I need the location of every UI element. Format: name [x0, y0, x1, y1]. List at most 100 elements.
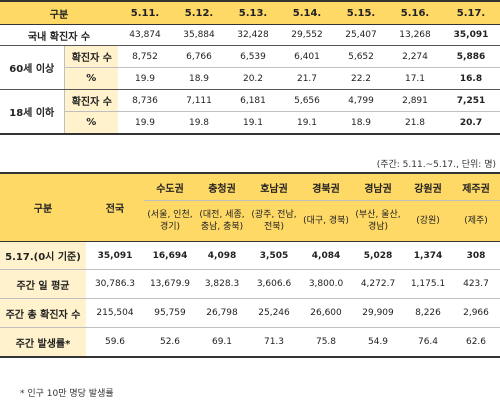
- cell: 3,606.6: [248, 269, 300, 299]
- regional-cases-table: 구분 전국 수도권 충청권 호남권 경북권 경남권 강원권 제주권 (서울, 인…: [0, 172, 500, 358]
- cell: 54.9: [352, 327, 404, 358]
- table2-header-label: 구분: [0, 172, 86, 242]
- row-label: 확진자 수: [64, 45, 118, 68]
- row-label: 국내 확진자 수: [0, 24, 118, 46]
- cell: 13,679.9: [144, 269, 196, 299]
- cell: 7,111: [172, 89, 226, 112]
- region-subareas: (대구, 경북): [300, 200, 352, 242]
- cell: 59.6: [86, 327, 144, 358]
- region-subareas: (제주): [452, 200, 500, 242]
- region-subareas: (서울, 인천, 경기): [144, 200, 196, 242]
- table1-header-date: 5.11.: [118, 0, 172, 25]
- group-label: 18세 이하: [0, 89, 65, 135]
- row-label: 주간 총 확진자 수: [0, 298, 86, 328]
- cell: 4,084: [300, 241, 352, 270]
- cell: 19.9: [118, 67, 172, 90]
- region-name: 경북권: [300, 172, 352, 201]
- table1-header-date: 5.16.: [388, 0, 442, 25]
- cell: 4,799: [334, 89, 388, 112]
- footnote: * 인구 10만 명당 발생률: [20, 389, 114, 399]
- cell: 6,539: [226, 45, 280, 68]
- region-name: 호남권: [248, 172, 300, 201]
- region-subareas: (부산, 울산, 경남): [352, 200, 404, 242]
- cell: 215,504: [86, 298, 144, 328]
- table2-header-row: 구분 전국 수도권 충청권 호남권 경북권 경남권 강원권 제주권: [0, 172, 500, 242]
- cell: 13,268: [388, 24, 442, 46]
- cell: 43,874: [118, 24, 172, 46]
- cell: 6,766: [172, 45, 226, 68]
- cell: 8,736: [118, 89, 172, 112]
- cell: 29,909: [352, 298, 404, 328]
- region-name: 수도권: [144, 172, 196, 201]
- cell: 18.9: [334, 111, 388, 135]
- cell: 18.9: [172, 67, 226, 90]
- cell: 16,694: [144, 241, 196, 270]
- row-label: 확진자 수: [64, 89, 118, 112]
- cell: 6,181: [226, 89, 280, 112]
- cell: 3,800.0: [300, 269, 352, 299]
- table-row: % 19.9 19.8 19.1 19.1 18.9 21.8 20.7: [0, 111, 500, 135]
- cell: 76.4: [404, 327, 452, 358]
- row-label: 주간 일 평균: [0, 269, 86, 299]
- cell: 19.8: [172, 111, 226, 135]
- cell: 4,272.7: [352, 269, 404, 299]
- table1-header-date: 5.13.: [226, 0, 280, 25]
- cell: 5,886: [442, 45, 500, 68]
- region-name: 제주권: [452, 172, 500, 201]
- cell: 1,175.1: [404, 269, 452, 299]
- table-row: 5.17.(0시 기준) 35,091 16,694 4,098 3,505 4…: [0, 241, 500, 270]
- table1-header-date: 5.17.: [442, 0, 500, 25]
- cell: 75.8: [300, 327, 352, 358]
- table-row: 60세 이상 확진자 수 8,752 6,766 6,539 6,401 5,6…: [0, 45, 500, 90]
- cell: 8,226: [404, 298, 452, 328]
- cell: 35,091: [442, 24, 500, 46]
- table-row: 18세 이하 확진자 수 8,736 7,111 6,181 5,656 4,7…: [0, 89, 500, 135]
- cell: 19.1: [226, 111, 280, 135]
- table1-header-date: 5.14.: [280, 0, 334, 25]
- table1-header-label: 구분: [0, 0, 118, 25]
- cell: 3,828.3: [196, 269, 248, 299]
- unit-note: (주간: 5.11.~5.17., 단위: 명): [376, 160, 496, 170]
- cell: 19.9: [118, 111, 172, 135]
- cell: 52.6: [144, 327, 196, 358]
- region-subareas: (강원): [404, 200, 452, 242]
- cell: 69.1: [196, 327, 248, 358]
- cell: 5,652: [334, 45, 388, 68]
- region-name: 충청권: [196, 172, 248, 201]
- cell: 25,246: [248, 298, 300, 328]
- row-label: %: [64, 67, 118, 90]
- row-label: %: [64, 111, 118, 135]
- cell: 17.1: [388, 67, 442, 90]
- cell: 8,752: [118, 45, 172, 68]
- cell: 21.8: [388, 111, 442, 135]
- region-subareas: (광주, 전남, 전북): [248, 200, 300, 242]
- cell: 1,374: [404, 241, 452, 270]
- cell: 35,091: [86, 241, 144, 270]
- cell: 308: [452, 241, 500, 270]
- cell: 5,656: [280, 89, 334, 112]
- region-name: 강원권: [404, 172, 452, 201]
- cell: 22.2: [334, 67, 388, 90]
- table-row: 주간 총 확진자 수 215,504 95,759 26,798 25,246 …: [0, 298, 500, 328]
- table-row: 주간 일 평균 30,786.3 13,679.9 3,828.3 3,606.…: [0, 269, 500, 299]
- cell: 6,401: [280, 45, 334, 68]
- cell: 25,407: [334, 24, 388, 46]
- region-name: 경남권: [352, 172, 404, 201]
- table1-header-date: 5.12.: [172, 0, 226, 25]
- cell: 20.7: [442, 111, 500, 135]
- group-label: 60세 이상: [0, 45, 65, 90]
- table1-header-row: 구분 5.11. 5.12. 5.13. 5.14. 5.15. 5.16. 5…: [0, 0, 500, 25]
- table-row: 국내 확진자 수 43,874 35,884 32,428 29,552 25,…: [0, 24, 500, 46]
- cell: 21.7: [280, 67, 334, 90]
- cell: 20.2: [226, 67, 280, 90]
- row-label: 주간 발생률*: [0, 327, 86, 358]
- cell: 30,786.3: [86, 269, 144, 299]
- cell: 19.1: [280, 111, 334, 135]
- table2-subheader-row: (서울, 인천, 경기) (대전, 세종, 충남, 충북) (광주, 전남, 전…: [0, 200, 500, 242]
- cell: 423.7: [452, 269, 500, 299]
- table1-header-date: 5.15.: [334, 0, 388, 25]
- cell: 26,798: [196, 298, 248, 328]
- cell: 2,966: [452, 298, 500, 328]
- cell: 4,098: [196, 241, 248, 270]
- cell: 32,428: [226, 24, 280, 46]
